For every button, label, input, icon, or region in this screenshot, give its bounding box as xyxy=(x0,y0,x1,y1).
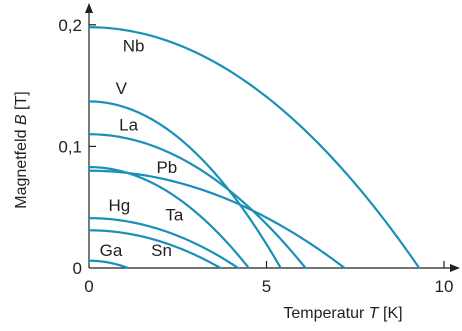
series-label-ga: Ga xyxy=(100,241,123,260)
series-label-v: V xyxy=(116,79,128,98)
series-label-hg: Hg xyxy=(109,196,131,215)
axis-ticks: 0 5 10 0 0,1 0,2 xyxy=(58,16,453,296)
x-axis-arrow xyxy=(450,264,460,272)
x-tick-label: 0 xyxy=(84,277,93,296)
series-labels: Nb V La Pb Ta Hg Sn Ga xyxy=(100,37,184,260)
series-curve-ta xyxy=(87,165,250,270)
series-curve-sn xyxy=(87,229,222,270)
y-tick-label: 0,2 xyxy=(58,16,82,35)
x-axis-label: Temperatur T [K] xyxy=(283,305,402,322)
series-curves xyxy=(87,26,421,270)
series-label-la: La xyxy=(119,116,138,135)
series-curve-ga xyxy=(87,259,130,270)
series-curve-hg xyxy=(87,217,240,270)
series-curve-nb xyxy=(87,26,421,270)
plot-area: 0 5 10 0 0,1 0,2 Nb V La Pb Ta Hg Sn Ga xyxy=(58,3,460,296)
y-tick-label: 0 xyxy=(73,259,82,278)
series-label-nb: Nb xyxy=(123,37,145,56)
y-axis-arrow xyxy=(85,3,93,13)
y-tick-label: 0,1 xyxy=(58,137,82,156)
series-curve-la xyxy=(87,133,307,270)
series-curve-pb xyxy=(87,169,346,270)
series-label-sn: Sn xyxy=(151,241,172,260)
x-tick-label: 10 xyxy=(435,277,454,296)
series-label-pb: Pb xyxy=(156,158,177,177)
series-curve-v xyxy=(87,100,282,270)
y-axis-label: Magnetfeld B [T] xyxy=(13,91,30,208)
series-label-ta: Ta xyxy=(165,206,184,225)
x-tick-label: 5 xyxy=(262,277,271,296)
